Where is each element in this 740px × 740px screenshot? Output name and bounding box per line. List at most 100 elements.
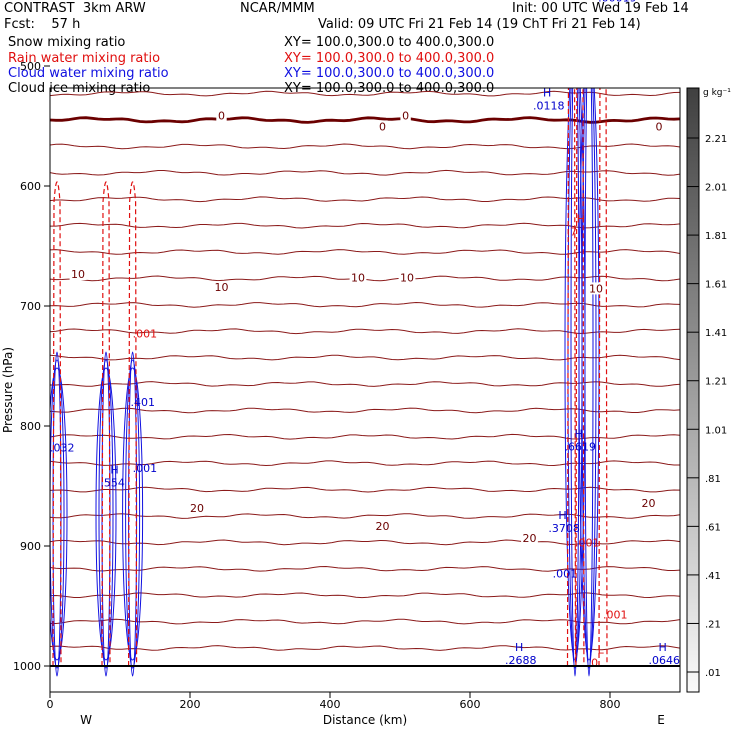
extremum-value-label: .554 xyxy=(100,476,125,489)
freezing-level-contour xyxy=(50,116,680,124)
temp-contour-label: 10 xyxy=(215,281,229,294)
temperature-contour xyxy=(50,592,680,599)
temperature-contour xyxy=(50,539,680,546)
cloud-water-contour xyxy=(52,351,62,677)
field-xy-snow: XY= 100.0,300.0 to 400.0,300.0 xyxy=(284,35,495,50)
y-tick-label: 500 xyxy=(20,60,41,73)
extremum-value-label: .001 xyxy=(133,462,158,475)
field-xy-cloud-water: XY= 100.0,300.0 to 400.0,300.0 xyxy=(284,66,495,81)
temperature-contour xyxy=(50,645,680,651)
header-center-1: NCAR/MMM xyxy=(240,1,315,16)
temp-label-bg xyxy=(208,0,232,2)
field-xy-rain: XY= 100.0,300.0 to 400.0,300.0 xyxy=(284,51,495,66)
cloud-water-contour xyxy=(98,359,114,669)
cloud-water-contour xyxy=(95,367,117,661)
temperature-contour xyxy=(50,381,680,387)
temp-contour-label: 10 xyxy=(71,268,85,281)
x-tick-label: 200 xyxy=(180,698,201,711)
cloud-water-contour xyxy=(581,88,597,669)
y-tick-label: 600 xyxy=(20,180,41,193)
field-name-rain: Rain water mixing ratio xyxy=(8,51,161,66)
temp-contour-label: 20 xyxy=(376,520,390,533)
colorbar-tick-label: .61 xyxy=(705,522,721,533)
extremum-marker: H xyxy=(515,641,523,654)
x-tick-label: 400 xyxy=(320,698,341,711)
colorbar-tick-label: .21 xyxy=(705,619,721,630)
extremum-marker: H xyxy=(110,463,118,476)
extremum-value-label: .001 xyxy=(575,536,600,549)
header-left-2: Fcst: 57 h xyxy=(4,17,81,32)
temperature-contour xyxy=(50,301,680,308)
x-axis-label: Distance (km) xyxy=(323,713,407,727)
temp-label-bg xyxy=(587,282,605,295)
temp-label-bg xyxy=(400,109,411,122)
temp-label-bg xyxy=(213,281,230,294)
temperature-contour xyxy=(50,90,680,97)
extremum-marker: L xyxy=(598,643,605,656)
colorbar-tick-label: 1.01 xyxy=(705,425,727,436)
temp-label-bg xyxy=(216,109,227,122)
temperature-contour xyxy=(50,407,680,414)
colorbar-tick-label: .41 xyxy=(705,571,721,582)
cloud-water-contour xyxy=(50,359,65,669)
extremum-value-label: .032 xyxy=(50,442,75,455)
temp-label-bg xyxy=(188,502,206,514)
temperature-contour xyxy=(50,433,680,440)
colorbar-tick-label: .01 xyxy=(705,668,721,679)
cloud-water-contour xyxy=(101,351,111,677)
temp-contour-label: 20 xyxy=(523,532,537,545)
colorbar-tick-label: 2.21 xyxy=(705,134,727,145)
temp-label-bg xyxy=(391,0,416,2)
x-end-label-east: E xyxy=(657,713,665,727)
field-name-cloud-water: Cloud water mixing ratio xyxy=(8,66,169,81)
extremum-value-label: .7 xyxy=(567,226,578,239)
temp-label-bg xyxy=(640,497,657,510)
temp-contour-label: -10 xyxy=(211,0,229,3)
extremum-value-label: .401 xyxy=(131,396,156,409)
x-tick-label: 800 xyxy=(600,698,621,711)
temp-label-bg xyxy=(374,520,391,532)
rain-contour xyxy=(128,181,138,667)
temp-label-bg xyxy=(521,532,538,544)
extremum-value-label: .00019 xyxy=(598,0,637,5)
temp-label-bg xyxy=(349,271,367,284)
temp-contour-label: 10 xyxy=(589,282,603,295)
x-tick-label: 600 xyxy=(460,698,481,711)
temp-contour-label: 20 xyxy=(642,497,656,510)
temp-label-bg xyxy=(612,0,636,2)
y-tick-label: 800 xyxy=(20,420,41,433)
extremum-value-label: .3708 xyxy=(548,522,580,535)
temp-contour-label: 0 xyxy=(656,120,663,133)
header-right-2: Valid: 09 UTC Fri 21 Feb 14 (19 ChT Fri … xyxy=(318,17,641,32)
temp-label-bg xyxy=(377,120,388,133)
temp-contour-label: 10 xyxy=(400,272,414,285)
cloud-water-contour xyxy=(584,88,594,677)
extremum-marker: H xyxy=(575,427,583,440)
colorbar-tick-label: 1.61 xyxy=(705,280,727,291)
extremum-value-label: .001 xyxy=(133,328,158,341)
temp-contour-label: 0 xyxy=(218,110,225,123)
temp-contour-label: 20 xyxy=(190,502,204,515)
temperature-contour xyxy=(50,565,680,572)
extremum-value-label: .0646 xyxy=(649,654,681,667)
field-name-snow: Snow mixing ratio xyxy=(8,35,126,50)
cloud-water-contour xyxy=(50,367,68,661)
colorbar-tick-label: 1.41 xyxy=(705,328,727,339)
extremum-marker: H xyxy=(543,87,551,100)
header-right-1: Init: 00 UTC Wed 19 Feb 14 xyxy=(512,1,689,16)
extremum-value-label: .001 xyxy=(603,608,628,621)
temp-contour-label: -10 xyxy=(395,0,413,3)
plot-frame xyxy=(49,87,681,693)
temperature-contour xyxy=(50,486,680,493)
temperature-contour xyxy=(50,65,680,70)
extremum-value-label: .2688 xyxy=(505,654,537,667)
temp-label-bg xyxy=(653,120,665,133)
colorbar-unit: g kg⁻¹ xyxy=(703,88,731,98)
temperature-contour xyxy=(50,12,680,17)
y-tick-label: 900 xyxy=(20,540,41,553)
colorbar-tick-label: 2.01 xyxy=(705,183,727,194)
colorbar-tick-label: 1.21 xyxy=(705,377,727,388)
extremum-marker: H xyxy=(577,213,585,226)
colorbar xyxy=(686,87,700,693)
